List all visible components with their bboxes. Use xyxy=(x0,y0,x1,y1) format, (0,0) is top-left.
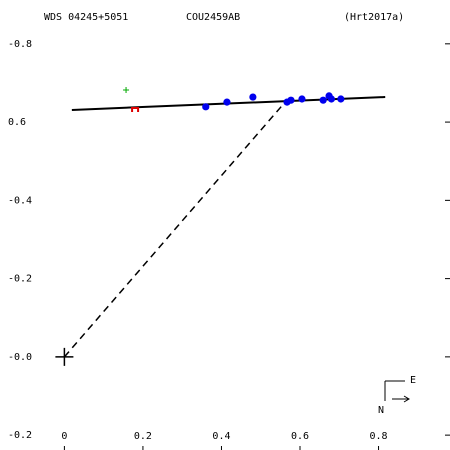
y-tick-label: -0.0 xyxy=(8,352,32,363)
y-tick-label: -0.4 xyxy=(8,195,32,206)
y-tick-label: -0.2 xyxy=(8,430,32,441)
compass-arrowhead xyxy=(403,395,410,403)
x-tick-label: 0.6 xyxy=(291,431,309,442)
bracket-marker xyxy=(131,106,140,112)
y-tick-label: -0.2 xyxy=(8,274,32,285)
observation xyxy=(337,95,345,103)
compass-n: N xyxy=(378,405,384,416)
plus-marker xyxy=(123,87,130,93)
node-line xyxy=(63,101,286,358)
observation xyxy=(319,96,327,104)
origin-marker xyxy=(55,347,74,366)
observation xyxy=(327,95,336,103)
observation xyxy=(287,96,295,104)
observation xyxy=(249,93,257,101)
compass-e: E xyxy=(410,375,416,386)
x-tick-label: 0.8 xyxy=(370,431,388,442)
y-tick-label: 0.6 xyxy=(8,117,26,128)
header-wds: WDS 04245+5051 xyxy=(44,12,128,23)
header-name: COU2459AB xyxy=(186,12,240,23)
header-ref: (Hrt2017a) xyxy=(344,12,404,23)
compass: E N xyxy=(378,375,416,416)
x-tick-label: 0.2 xyxy=(134,431,152,442)
observation xyxy=(298,95,306,103)
x-tick-label: 0 xyxy=(61,431,67,442)
x-tick-label: 0.4 xyxy=(212,431,230,442)
observation xyxy=(202,103,210,111)
y-tick-label: -0.8 xyxy=(8,39,32,50)
observation xyxy=(223,98,231,106)
